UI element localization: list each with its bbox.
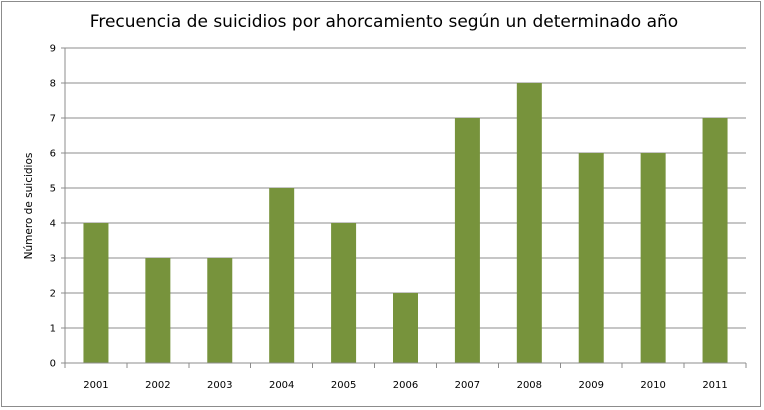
x-tick-label: 2005 bbox=[331, 380, 356, 391]
x-tick-label: 2007 bbox=[455, 380, 480, 391]
y-tick-label: 8 bbox=[50, 79, 56, 90]
bar-2009 bbox=[578, 153, 604, 363]
bar-2008 bbox=[516, 83, 542, 363]
bar-2005 bbox=[331, 223, 357, 363]
bar-2002 bbox=[145, 258, 171, 363]
y-tick-label: 4 bbox=[50, 219, 56, 230]
y-tick-label: 3 bbox=[50, 254, 56, 265]
chart-title: Frecuencia de suicidios por ahorcamiento… bbox=[90, 12, 678, 32]
y-axis-label: Número de suicidios bbox=[23, 153, 35, 260]
x-tick-label: 2010 bbox=[640, 380, 665, 391]
bars bbox=[83, 83, 728, 363]
x-tick-labels: 2001 2002 2003 2004 2005 2006 2007 2008 2009 2010… bbox=[83, 380, 728, 391]
bar-2007 bbox=[454, 118, 480, 363]
y-tick-label: 6 bbox=[50, 149, 56, 160]
x-tick-label: 2009 bbox=[579, 380, 604, 391]
bar-2011 bbox=[702, 118, 728, 363]
y-tick-label: 5 bbox=[50, 184, 56, 195]
y-tick-label: 9 bbox=[50, 44, 56, 55]
bar-2004 bbox=[269, 188, 295, 363]
y-tick-label: 1 bbox=[50, 324, 56, 335]
x-tick-label: 2011 bbox=[702, 380, 727, 391]
gridlines bbox=[65, 47, 746, 329]
bar-2006 bbox=[393, 293, 418, 363]
bar-2003 bbox=[207, 258, 233, 363]
x-tick-label: 2004 bbox=[269, 380, 294, 391]
x-tick-label: 2006 bbox=[393, 380, 418, 391]
y-tick-label: 0 bbox=[50, 359, 56, 370]
y-tick-labels: 0 1 2 3 4 5 6 7 8 9 bbox=[50, 44, 56, 370]
x-tick-label: 2008 bbox=[517, 380, 542, 391]
x-tick-label: 2002 bbox=[145, 380, 170, 391]
bar-2001 bbox=[83, 223, 109, 363]
axes bbox=[61, 47, 747, 368]
x-tick-label: 2001 bbox=[83, 380, 108, 391]
x-tick-label: 2003 bbox=[207, 380, 232, 391]
y-tick-label: 7 bbox=[50, 114, 56, 125]
bar-2010 bbox=[640, 153, 666, 363]
y-tick-label: 2 bbox=[50, 289, 56, 300]
